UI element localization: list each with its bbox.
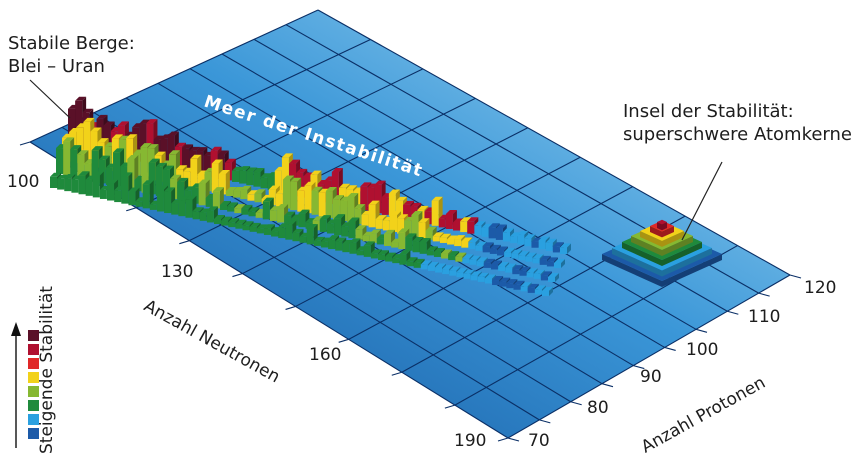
grid-tick <box>444 404 456 409</box>
grid-tick <box>285 305 296 310</box>
nucleus-block <box>554 259 565 268</box>
grid-tick <box>126 207 137 212</box>
island-leader <box>681 161 723 241</box>
grid-tick <box>232 273 243 278</box>
proton-tick: 70 <box>528 431 550 451</box>
grid-line <box>221 53 697 330</box>
island-line2: superschwere Atomkerne <box>623 124 852 145</box>
nucleus-block <box>142 180 154 209</box>
grid-tick <box>391 371 402 376</box>
grid-tick <box>758 292 770 297</box>
legend-swatch <box>28 372 39 383</box>
grid-tick <box>789 274 802 279</box>
proton-tick: 110 <box>748 307 781 327</box>
proton-tick: 100 <box>686 340 719 360</box>
stable-mountains-line2: Blei – Uran <box>8 56 105 77</box>
stable-mountains-line1: Stabile Berge: <box>8 33 135 54</box>
island-step <box>657 219 667 231</box>
legend-arrow <box>11 322 21 448</box>
neutron-tick: 190 <box>454 431 487 451</box>
nucleus-block <box>542 287 553 296</box>
island-callout: Insel der Stabilität: superschwere Atomk… <box>623 100 852 146</box>
grid-tick <box>497 437 509 442</box>
proton-tick: 80 <box>587 398 609 418</box>
legend-swatch <box>28 344 39 355</box>
grid-tick <box>179 240 190 245</box>
grid-line <box>189 97 476 242</box>
legend-swatch <box>28 330 39 341</box>
legend-swatch <box>28 400 39 411</box>
legend-swatch <box>28 386 39 397</box>
legend-swatch <box>28 358 39 369</box>
nuclei-blocks <box>50 96 722 296</box>
nucleus-block <box>548 273 559 282</box>
nucleus-block <box>560 243 571 254</box>
neutron-tick: 160 <box>309 345 342 365</box>
neutron-tick: 100 <box>7 172 40 192</box>
grid-line <box>507 274 791 439</box>
grid-tick <box>664 346 676 351</box>
grid-tick <box>601 383 614 388</box>
grid-tick <box>727 310 739 315</box>
proton-tick: 90 <box>640 367 662 387</box>
legend-swatch <box>28 428 39 439</box>
stable-mountains-leader <box>29 79 71 119</box>
grid-tick <box>695 328 708 333</box>
grid-tick <box>19 141 31 146</box>
grid-tick <box>338 338 349 343</box>
grid-tick <box>539 419 551 424</box>
grid-line <box>317 9 791 276</box>
legend-swatch <box>28 414 39 425</box>
neutron-tick: 130 <box>161 262 194 282</box>
stability-legend <box>28 330 39 439</box>
grid-line <box>295 156 581 307</box>
legend-title: Steigende Stabilität <box>37 286 57 454</box>
grid-tick <box>507 437 520 442</box>
proton-tick: 120 <box>804 278 837 298</box>
island-line1: Insel der Stabilität: <box>623 101 794 122</box>
grid-tick <box>633 365 645 370</box>
grid-tick <box>570 401 582 406</box>
stable-mountains-callout: Stabile Berge: Blei – Uran <box>8 32 135 78</box>
